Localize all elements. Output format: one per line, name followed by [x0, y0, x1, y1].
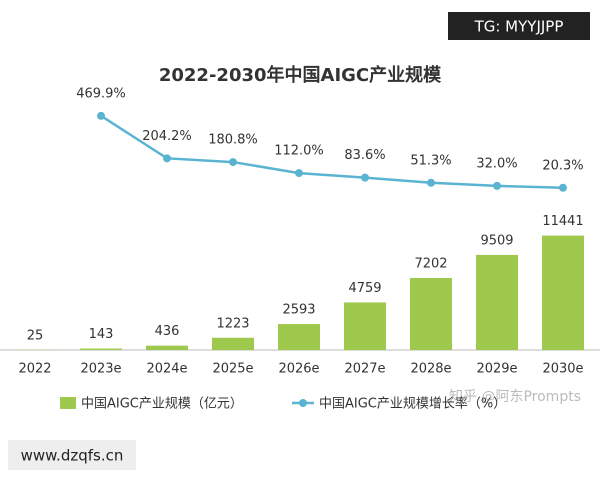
- bar-value-label: 7202: [414, 256, 447, 271]
- line-point: [229, 158, 237, 167]
- bar: [146, 345, 188, 350]
- x-tick-label: 2027e: [344, 362, 385, 377]
- legend-swatch: [299, 399, 307, 407]
- line-value-label: 204.2%: [142, 129, 192, 144]
- bar: [278, 324, 320, 350]
- line-point: [163, 154, 171, 163]
- x-tick-label: 2022: [18, 362, 51, 377]
- x-tick-label: 2028e: [410, 362, 451, 377]
- x-tick-label: 2023e: [80, 362, 121, 377]
- legend-swatch: [60, 397, 76, 409]
- legend-label: 中国AIGC产业规模增长率（%）: [319, 396, 506, 412]
- watermark: TG: MYYJJPP: [474, 18, 564, 36]
- watermark-box: [8, 440, 136, 470]
- bar: [344, 302, 386, 350]
- bar-value-label: 143: [89, 327, 114, 342]
- x-tick-label: 2030e: [542, 362, 583, 377]
- line-value-label: 20.3%: [542, 158, 583, 173]
- legend-label: 中国AIGC产业规模（亿元）: [81, 397, 243, 412]
- watermark: 知乎 @阿东Prompts: [449, 388, 581, 405]
- line-value-label: 83.6%: [344, 148, 385, 163]
- watermark-box: [448, 12, 590, 40]
- line: [100, 114, 564, 190]
- bar-value-label: 11441: [542, 214, 583, 229]
- x-tick-label: 2026e: [278, 362, 319, 377]
- x-tick-label: 2025e: [212, 362, 253, 377]
- x-tick-label: 2024e: [146, 362, 187, 377]
- line-point: [559, 183, 567, 192]
- bar: [476, 254, 518, 350]
- line-value-label: 469.9%: [76, 86, 126, 101]
- line-point: [97, 111, 105, 120]
- bar-value-label: 436: [155, 324, 180, 339]
- line-point: [427, 178, 435, 187]
- line-point: [295, 169, 303, 178]
- bar-value-label: 25: [27, 328, 44, 343]
- line-value-label: 51.3%: [410, 153, 451, 168]
- line-value-label: 112.0%: [274, 144, 324, 159]
- line-value-label: 180.8%: [208, 133, 258, 148]
- line-point: [493, 181, 501, 190]
- bar: [212, 337, 254, 350]
- bar: [542, 235, 584, 350]
- line-point: [361, 173, 369, 182]
- bar-value-label: 4759: [348, 281, 381, 296]
- watermark: www.dzqfs.cn: [21, 447, 124, 465]
- chart-title: 2022-2030年中国AIGC产业规模: [159, 64, 442, 86]
- bar-value-label: 1223: [216, 316, 249, 331]
- x-tick-label: 2029e: [476, 362, 517, 377]
- bar: [80, 348, 122, 350]
- bar-value-label: 9509: [480, 233, 513, 248]
- bar-value-label: 2593: [282, 303, 315, 318]
- line-value-label: 32.0%: [476, 156, 517, 171]
- bar: [410, 277, 452, 350]
